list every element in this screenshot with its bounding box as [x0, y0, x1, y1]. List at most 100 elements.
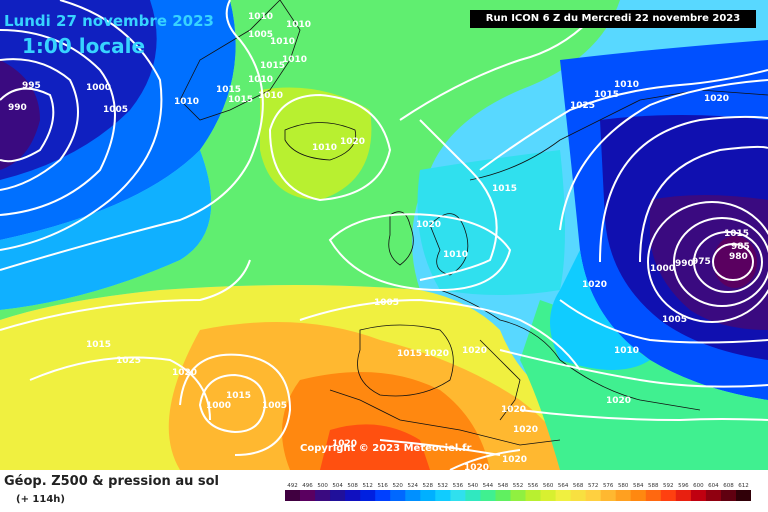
isobar-label: 1010	[248, 75, 273, 85]
scale-tick-label: 608	[723, 483, 734, 489]
isobar-label: 1025	[570, 101, 595, 111]
isobar-label: 1020	[172, 368, 197, 378]
scale-tick-label: 524	[408, 483, 419, 489]
isobar-label: 985	[731, 242, 750, 252]
scale-tick-label: 564	[558, 483, 569, 489]
scale-swatch	[420, 490, 436, 501]
isobar-label: 1010	[258, 91, 283, 101]
scale-swatch	[690, 490, 707, 501]
isobar-label: 1015	[724, 229, 749, 239]
scale-tick-label: 556	[528, 483, 539, 489]
field-yellowgreen	[260, 87, 372, 200]
isobar-label: 1015	[228, 95, 253, 105]
scale-tick-label: 508	[347, 483, 358, 489]
scale-swatch	[615, 490, 632, 501]
isobar-label: 1010	[614, 80, 639, 90]
scale-swatch	[540, 490, 556, 501]
scale-tick-label: 528	[423, 483, 434, 489]
isobar-label: 1020	[340, 137, 365, 147]
scale-tick-label: 532	[438, 483, 449, 489]
scale-swatch	[330, 490, 346, 501]
scale-tick-label: 604	[708, 483, 719, 489]
isobar-label: 1010	[174, 97, 199, 107]
scale-tick-label: 496	[302, 483, 313, 489]
scale-tick-label: 576	[603, 483, 614, 489]
isobar-label: 1000	[206, 401, 231, 411]
scale-swatch	[315, 490, 331, 501]
scale-swatch	[675, 490, 692, 501]
isobar-label: 1015	[260, 61, 285, 71]
isobar-label: 1010	[614, 346, 639, 356]
scale-swatch	[600, 490, 617, 501]
forecast-time: 1:00 locale	[22, 34, 146, 58]
isobars	[0, 0, 768, 470]
isobar-label: 980	[729, 252, 748, 262]
isobar-label: 1005	[248, 30, 273, 40]
scale-swatch	[705, 490, 722, 501]
isobar-label: 1010	[282, 55, 307, 65]
scale-tick-label: 568	[573, 483, 584, 489]
scale-tick-label: 580	[618, 483, 629, 489]
geopotential-map: 1010 1005 1010 1010 1015 1010 1015 1010 …	[0, 0, 768, 470]
scale-tick-label: 512	[362, 483, 373, 489]
isobar-label: 990	[675, 259, 694, 269]
isobar-label: 990	[8, 103, 27, 113]
isobar-label: 1020	[513, 425, 538, 435]
isobar-label: 1020	[464, 463, 489, 470]
scale-tick-label: 588	[648, 483, 659, 489]
scale-tick-label: 516	[377, 483, 388, 489]
isobar-label: 1020	[582, 280, 607, 290]
scale-swatch	[645, 490, 662, 501]
isobar-label: 1000	[650, 264, 675, 274]
field-purple-west	[0, 60, 40, 170]
isobar-label: 1015	[226, 391, 251, 401]
scale-tick-label: 596	[678, 483, 689, 489]
isobar-label: 1025	[116, 356, 141, 366]
field-cyan-ne	[550, 250, 650, 370]
isobar-label: 1015	[594, 90, 619, 100]
isobar-label: 1000	[86, 83, 111, 93]
isobar-label: 1005	[103, 105, 128, 115]
scale-swatch	[510, 490, 526, 501]
coastlines	[179, 0, 768, 446]
scale-swatch	[736, 490, 751, 501]
isobar-label: 1010	[286, 20, 311, 30]
scale-swatch	[345, 490, 361, 501]
isobar-label: 1020	[501, 405, 526, 415]
scale-tick-label: 520	[392, 483, 403, 489]
isobar-label: 995	[22, 81, 41, 91]
scale-swatch	[525, 490, 541, 501]
isobar-label: 1010	[248, 12, 273, 22]
isobar-label: 1010	[443, 250, 468, 260]
color-scale: 492 496 500 504 508 512 516 520 524 528 532 536 540 5…	[285, 480, 751, 502]
parameter-title: Géop. Z500 & pression au sol	[4, 474, 219, 489]
field-darkblue-west	[0, 0, 157, 180]
scale-tick-label: 572	[588, 483, 599, 489]
scale-tick-label: 600	[693, 483, 704, 489]
forecast-hours: (+ 114h)	[16, 494, 65, 505]
isobar-label: 1005	[262, 401, 287, 411]
isobar-label: 1015	[492, 184, 517, 194]
scale-swatch	[285, 490, 301, 501]
isobar-label: 1020	[416, 220, 441, 230]
scale-swatch	[360, 490, 376, 501]
isobar-label: 1010	[312, 143, 337, 153]
scale-swatch	[720, 490, 737, 501]
scale-swatch	[570, 490, 587, 501]
scale-swatch	[450, 490, 466, 501]
isobar-label: 1020	[704, 94, 729, 104]
isobar-label-group: 1010 1005 1010 1010 1015 1010 1015 1010 …	[8, 12, 750, 470]
scale-swatch	[465, 490, 481, 501]
isobar-label: 1015	[216, 85, 241, 95]
scale-tick-label: 592	[663, 483, 674, 489]
isobar-label: 1015	[397, 349, 422, 359]
scale-swatch	[555, 490, 572, 501]
field-red	[320, 424, 430, 470]
field-lightblue-west	[0, 150, 212, 310]
isobar-label: 1020	[424, 349, 449, 359]
copyright: Copyright © 2023 Meteociel.fr	[300, 443, 472, 454]
isobar-label: 1020	[462, 346, 487, 356]
scale-swatch	[435, 490, 451, 501]
scale-swatch	[480, 490, 496, 501]
